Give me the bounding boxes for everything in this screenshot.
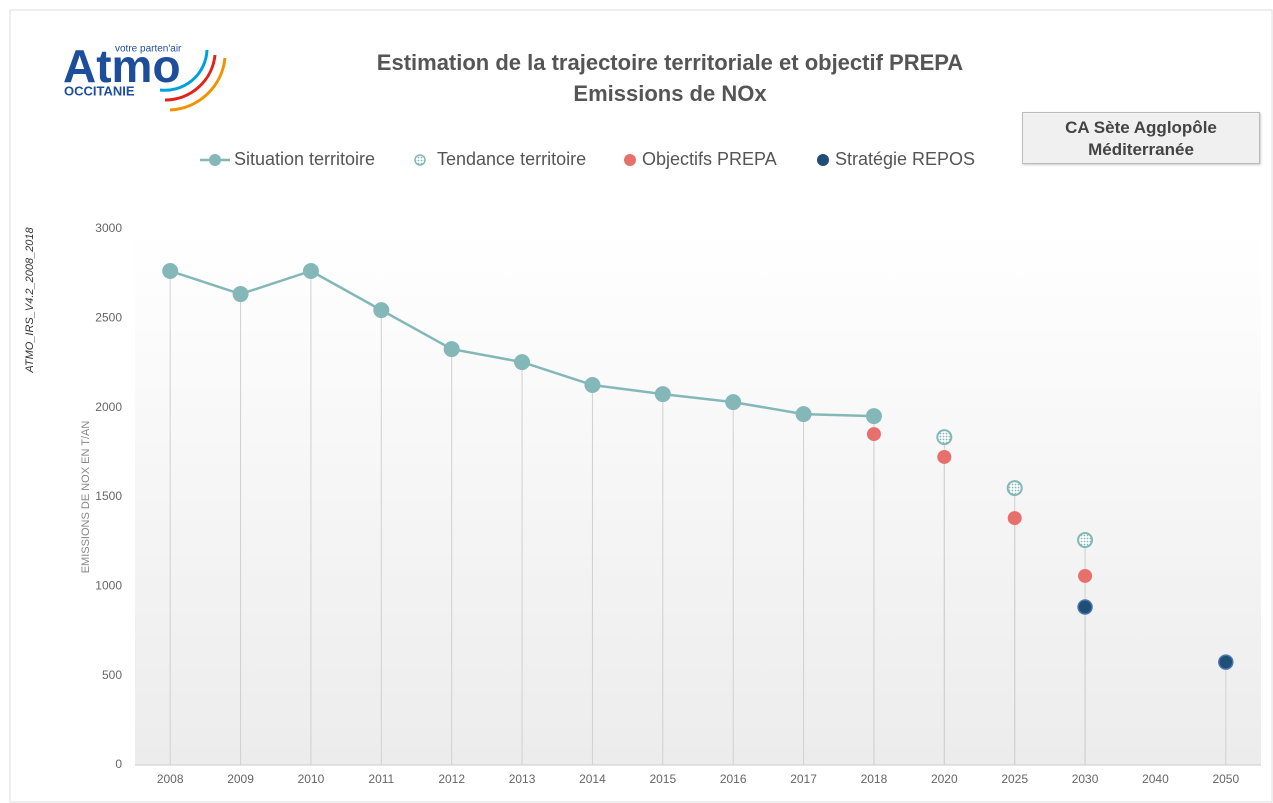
- x-tick-label: 2015: [649, 772, 676, 786]
- x-tick-label: 2040: [1142, 772, 1169, 786]
- logo-arc: [164, 54, 217, 102]
- y-tick-label: 2000: [95, 400, 122, 414]
- marker: [865, 408, 882, 425]
- logo-name: Atmo: [63, 40, 181, 92]
- legend-marker: [817, 154, 829, 166]
- y-tick-label: 0: [115, 757, 122, 771]
- legend-marker: [624, 154, 636, 166]
- marker: [232, 286, 249, 303]
- x-tick-label: 2014: [579, 772, 606, 786]
- marker: [725, 394, 742, 411]
- chart-subtitle: Emissions de NOx: [573, 81, 767, 106]
- marker: [1007, 511, 1022, 526]
- y-tick-label: 1500: [95, 489, 122, 503]
- x-tick-label: 2050: [1212, 772, 1239, 786]
- marker: [373, 302, 390, 319]
- y-tick-label: 2500: [95, 311, 122, 325]
- y-axis-label: EMISSIONS DE NOX EN T/AN: [80, 421, 92, 574]
- x-tick-label: 2030: [1072, 772, 1099, 786]
- logo-arc: [169, 57, 227, 112]
- marker: [795, 406, 812, 423]
- marker: [162, 262, 179, 279]
- logo-region: OCCITANIE: [64, 83, 135, 98]
- x-tick-label: 2012: [438, 772, 465, 786]
- legend-label: Objectifs PREPA: [642, 149, 777, 169]
- y-tick-label: 1000: [95, 579, 122, 593]
- legend-marker: [209, 154, 221, 166]
- x-tick-label: 2018: [861, 772, 888, 786]
- marker: [1077, 599, 1093, 615]
- legend-marker: [414, 154, 426, 166]
- frame: [9, 9, 1273, 803]
- x-tick-label: 2020: [931, 772, 958, 786]
- marker: [1078, 568, 1093, 583]
- marker: [654, 386, 671, 403]
- marker: [1218, 654, 1234, 670]
- marker: [937, 449, 952, 464]
- marker: [584, 376, 601, 393]
- marker: [936, 429, 953, 446]
- legend-label: Tendance territoire: [437, 149, 586, 169]
- legend-label: Stratégie REPOS: [835, 149, 975, 169]
- marker: [514, 354, 531, 371]
- logo-arc: [159, 49, 209, 92]
- x-tick-label: 2011: [368, 772, 394, 786]
- marker: [1006, 480, 1023, 497]
- x-tick-label: 2017: [790, 772, 817, 786]
- y-tick-label: 500: [102, 668, 122, 682]
- x-tick-label: 2025: [1001, 772, 1028, 786]
- marker: [443, 341, 460, 358]
- y-tick-label: 3000: [95, 221, 122, 235]
- marker: [1077, 532, 1094, 549]
- legend-label: Situation territoire: [234, 149, 375, 169]
- x-tick-label: 2016: [720, 772, 747, 786]
- x-tick-label: 2013: [509, 772, 536, 786]
- x-tick-label: 2008: [157, 772, 184, 786]
- logo-tagline: votre parten'air: [115, 44, 182, 55]
- marker: [302, 262, 319, 279]
- marker: [866, 427, 881, 442]
- plot-area: [135, 229, 1261, 765]
- x-tick-label: 2010: [298, 772, 325, 786]
- territory-box: CA Sète Agglopôle Méditerranée: [1022, 112, 1260, 164]
- x-tick-label: 2009: [227, 772, 254, 786]
- chart-title: Estimation de la trajectoire territorial…: [377, 50, 964, 75]
- source-note: ATMO_IRS_V4.2_2008_2018: [24, 226, 36, 373]
